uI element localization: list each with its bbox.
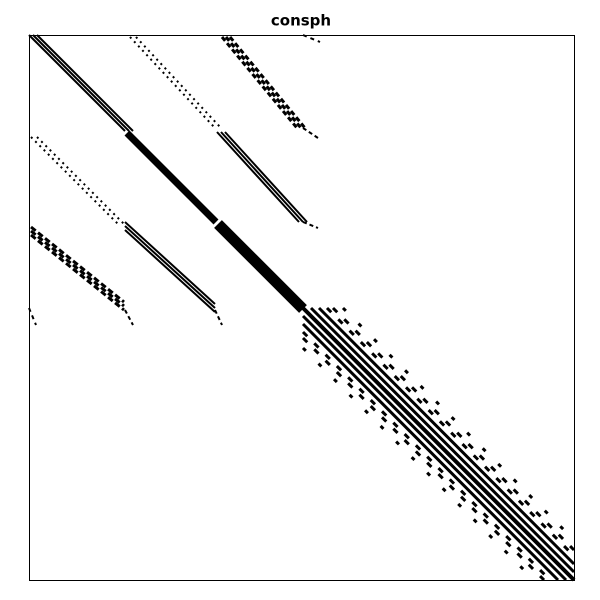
nonzero-band	[228, 36, 307, 129]
nonzero-band	[135, 36, 222, 129]
nonzero-band	[32, 34, 130, 132]
nonzero-band	[124, 221, 216, 305]
plot-title: consph	[271, 12, 331, 30]
nonzero-band	[129, 36, 216, 129]
nonzero-band	[30, 136, 119, 225]
nonzero-band	[124, 229, 216, 313]
plot-frame	[29, 35, 575, 581]
nonzero-band	[220, 131, 304, 223]
nonzero-band	[30, 225, 125, 304]
nonzero-band	[214, 220, 307, 313]
nonzero-band	[301, 330, 552, 582]
nonzero-band	[301, 306, 576, 582]
nonzero-band	[124, 225, 216, 309]
nonzero-band	[302, 127, 319, 139]
nonzero-band	[301, 322, 560, 582]
nonzero-band	[224, 131, 308, 223]
nonzero-band	[224, 36, 303, 129]
nonzero-band	[28, 307, 37, 326]
nonzero-band	[30, 229, 125, 308]
nonzero-band	[309, 306, 576, 574]
nonzero-band	[36, 136, 125, 225]
nonzero-band	[28, 34, 126, 132]
nonzero-band	[302, 221, 319, 229]
nonzero-band	[36, 34, 134, 132]
nonzero-band	[220, 36, 299, 129]
nonzero-band	[302, 34, 321, 43]
nonzero-band	[301, 314, 568, 582]
nonzero-band	[317, 306, 576, 566]
nonzero-band	[124, 309, 134, 326]
sparsity-pattern	[28, 34, 576, 582]
nonzero-band	[124, 130, 219, 225]
nonzero-band	[214, 309, 223, 326]
nonzero-band	[325, 306, 576, 558]
nonzero-band	[30, 233, 125, 312]
nonzero-band	[216, 131, 300, 223]
